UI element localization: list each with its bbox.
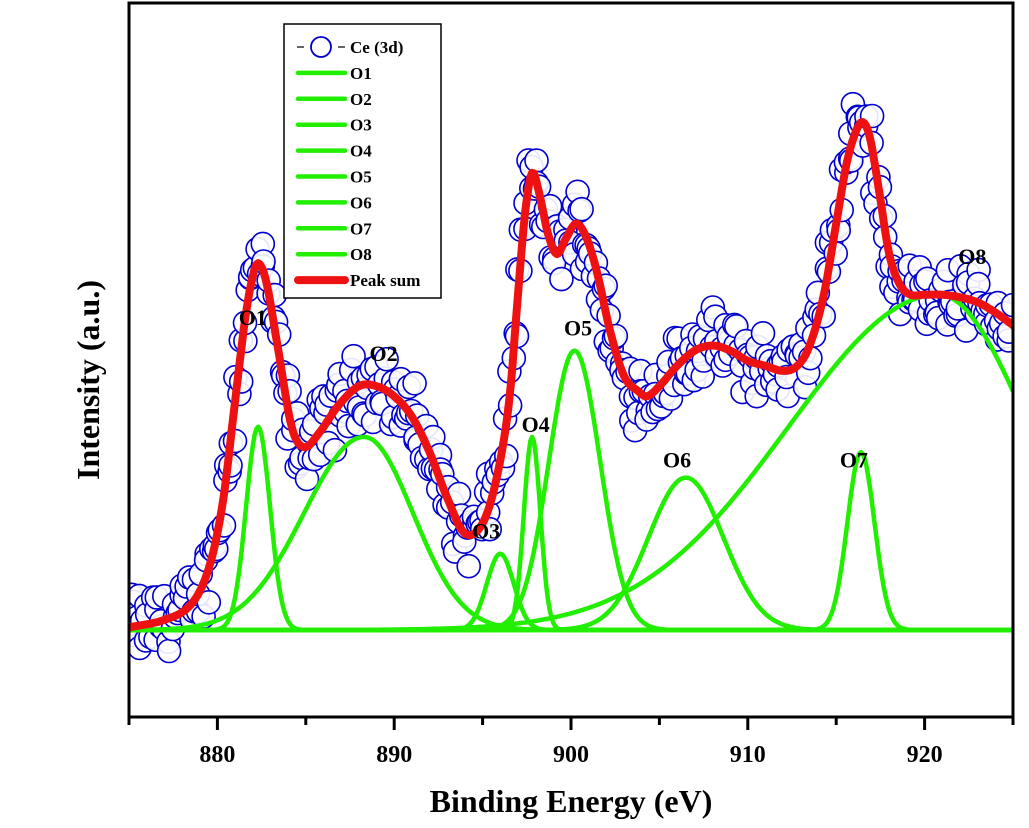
data-point — [341, 343, 366, 369]
component-o1 — [129, 424, 1013, 633]
peak-label-o7: O7 — [840, 447, 868, 472]
data-point — [549, 266, 574, 292]
x-tick-label: 900 — [553, 742, 589, 768]
legend-item-o5: O5 — [295, 168, 372, 187]
data-point — [456, 553, 482, 579]
data-point — [750, 320, 776, 346]
data-point — [156, 638, 182, 664]
legend-item-o2: O2 — [295, 90, 372, 109]
data-point — [402, 370, 427, 396]
legend-label: O3 — [350, 116, 372, 135]
peak-label-o5: O5 — [564, 315, 592, 340]
peak-label-o2: O2 — [370, 341, 398, 366]
legend-label: O4 — [350, 142, 372, 161]
legend-item-peak-sum: Peak sum — [294, 271, 420, 290]
legend-item-ce-3d: Ce (3d) — [297, 36, 403, 58]
legend-item-o7: O7 — [295, 219, 372, 238]
x-tick-label: 890 — [376, 742, 412, 768]
legend-marker-circle — [310, 36, 332, 58]
peak-label-o8: O8 — [958, 244, 986, 269]
legend-item-o6: O6 — [295, 193, 372, 212]
legend-label: O6 — [350, 193, 372, 212]
x-axis-ticks: 880 890 900 910 920 — [127, 717, 1015, 768]
data-point — [374, 346, 399, 372]
ce-3d-data-series — [129, 91, 1013, 664]
data-point — [569, 196, 594, 222]
x-tick-label: 880 — [199, 742, 235, 768]
x-tick-label: 910 — [730, 742, 766, 768]
peak-labels: O1 O2 O3 O4 O5 O6 O7 O8 — [239, 244, 987, 543]
peak-sum-line — [129, 118, 1013, 632]
data-point — [524, 148, 549, 173]
legend-label: O2 — [350, 90, 372, 109]
legend-label: O1 — [350, 64, 372, 83]
legend-label: O5 — [350, 168, 372, 187]
legend-label: O8 — [350, 245, 372, 264]
peak-sum-series — [129, 118, 1013, 632]
legend-item-o1: O1 — [295, 64, 372, 83]
legend-item-o4: O4 — [295, 142, 372, 161]
legend: Ce (3d) O1 O2 O3 O4 O5 O6 O7 O8 Peak sum — [283, 23, 442, 299]
component-o8 — [129, 292, 1013, 633]
legend-item-o3: O3 — [295, 116, 372, 135]
data-point — [1000, 292, 1013, 318]
component-o4 — [129, 434, 1013, 633]
peak-label-o3: O3 — [472, 519, 500, 544]
peak-label-o6: O6 — [663, 447, 691, 472]
legend-label: Ce (3d) — [350, 38, 403, 57]
component-o7 — [129, 449, 1013, 633]
component-curves — [129, 292, 1013, 633]
component-o2 — [129, 434, 1013, 633]
y-axis-title: Intensity (a.u.) — [70, 280, 106, 480]
peak-label-o4: O4 — [522, 412, 550, 437]
x-axis-title: Binding Energy (eV) — [430, 783, 713, 819]
legend-label: Peak sum — [350, 271, 420, 290]
peak-label-o1: O1 — [239, 305, 267, 330]
x-tick-label: 920 — [907, 742, 943, 768]
legend-item-o8: O8 — [295, 245, 372, 264]
legend-label: O7 — [350, 219, 372, 238]
